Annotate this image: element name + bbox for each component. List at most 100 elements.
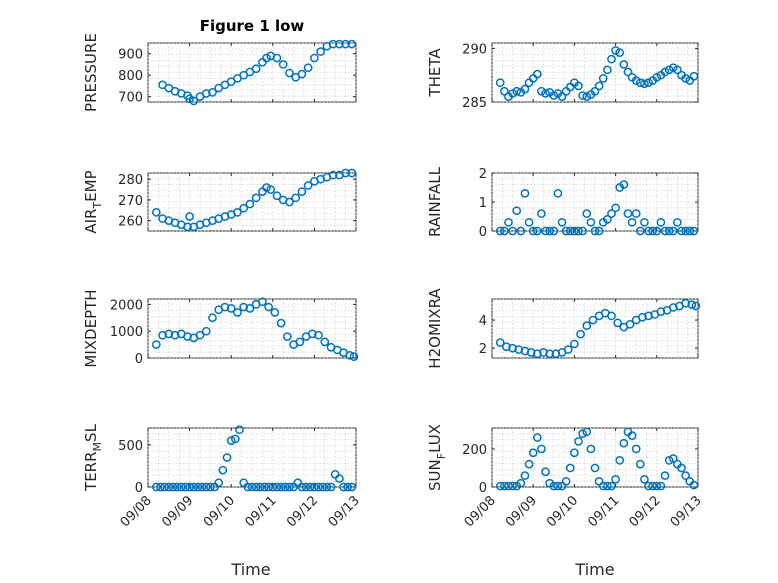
x-tick-label: 09/09 bbox=[503, 493, 540, 530]
y-axis-label: THETA bbox=[426, 48, 444, 98]
data-point bbox=[508, 481, 517, 491]
data-point bbox=[681, 226, 690, 236]
data-point bbox=[586, 444, 596, 454]
data-point bbox=[590, 226, 600, 236]
data-point bbox=[514, 345, 524, 354]
data-point bbox=[276, 482, 286, 492]
data-points bbox=[151, 425, 357, 492]
data-point bbox=[260, 482, 269, 492]
data-point bbox=[673, 65, 682, 75]
data-point bbox=[673, 217, 682, 227]
data-point bbox=[502, 342, 511, 352]
data-point bbox=[495, 226, 505, 236]
data-point bbox=[285, 197, 294, 207]
y-axis-label: SUNFLUX bbox=[426, 424, 448, 491]
data-point bbox=[195, 330, 205, 340]
data-point bbox=[500, 481, 509, 491]
data-point bbox=[578, 429, 587, 439]
data-point bbox=[258, 297, 267, 307]
data-point bbox=[297, 187, 307, 196]
x-tick-label: 09/08 bbox=[118, 493, 155, 530]
data-point bbox=[607, 209, 616, 218]
data-points bbox=[151, 168, 357, 232]
data-point bbox=[574, 436, 583, 446]
data-point bbox=[520, 471, 530, 480]
data-point bbox=[660, 67, 670, 77]
data-point bbox=[627, 431, 637, 440]
data-point bbox=[239, 203, 249, 213]
data-point bbox=[611, 46, 620, 55]
data-point bbox=[578, 226, 587, 236]
data-point bbox=[251, 64, 261, 74]
data-point bbox=[526, 348, 536, 357]
data-point bbox=[551, 349, 561, 359]
data-point bbox=[689, 480, 699, 490]
x-tick-label: 09/12 bbox=[627, 493, 664, 530]
data-point bbox=[508, 343, 517, 353]
data-point bbox=[516, 226, 526, 236]
data-point bbox=[272, 482, 282, 492]
y-tick-label: 500 bbox=[118, 439, 143, 454]
data-point bbox=[189, 96, 199, 106]
data-point bbox=[611, 475, 620, 484]
data-point bbox=[245, 199, 255, 209]
data-point bbox=[557, 217, 567, 227]
y-axis-label: AIRTEMP bbox=[82, 170, 104, 233]
data-point bbox=[565, 226, 575, 236]
data-point bbox=[590, 463, 600, 473]
data-point bbox=[343, 482, 353, 492]
data-point bbox=[685, 226, 695, 236]
data-point bbox=[168, 482, 178, 492]
data-point bbox=[652, 72, 662, 82]
data-point bbox=[648, 226, 658, 236]
data-point bbox=[245, 304, 255, 313]
data-point bbox=[664, 226, 674, 236]
y-axis-label-main: RAINFALL bbox=[426, 166, 444, 237]
y-axis-label-rest: SL bbox=[82, 423, 100, 442]
data-point bbox=[627, 217, 637, 227]
data-point bbox=[524, 217, 534, 227]
data-point bbox=[644, 311, 653, 321]
data-point bbox=[272, 53, 282, 63]
data-point bbox=[341, 39, 350, 49]
data-point bbox=[339, 482, 348, 492]
data-point bbox=[335, 39, 344, 49]
subplot-sun-flux: 09/08 09/09 09/10 09/11 09/12 09/13 0 200 SUNFLU… bbox=[426, 424, 705, 530]
y-axis-label: PRESSURE bbox=[82, 33, 100, 112]
y-tick-label: 270 bbox=[118, 194, 143, 209]
data-point bbox=[615, 48, 625, 58]
data-point bbox=[541, 89, 550, 98]
data-point bbox=[268, 482, 278, 492]
data-point bbox=[619, 180, 629, 189]
data-point bbox=[297, 69, 307, 79]
data-point bbox=[668, 454, 678, 463]
x-axis-label-left: Time bbox=[230, 560, 270, 579]
data-point bbox=[528, 448, 538, 458]
data-point bbox=[553, 481, 563, 491]
y-tick-label: 0 bbox=[135, 352, 143, 367]
data-point bbox=[310, 53, 319, 63]
data-point bbox=[183, 222, 192, 232]
data-point bbox=[193, 482, 203, 492]
data-point bbox=[635, 78, 645, 88]
y-tick-label: 1 bbox=[479, 196, 487, 211]
data-point bbox=[660, 471, 670, 480]
y-tick-label: 260 bbox=[118, 215, 143, 230]
data-point bbox=[603, 215, 612, 224]
data-point bbox=[500, 226, 509, 236]
data-point bbox=[520, 84, 530, 94]
data-point bbox=[291, 193, 301, 203]
data-point bbox=[151, 208, 161, 217]
data-point bbox=[151, 482, 161, 492]
x-axis-label-right: Time bbox=[574, 560, 614, 579]
data-point bbox=[185, 94, 194, 104]
y-tick-label: 2000 bbox=[110, 298, 143, 313]
y-axis-label: TERRMSL bbox=[82, 423, 104, 492]
data-point bbox=[660, 226, 670, 236]
data-point bbox=[631, 444, 641, 454]
x-tick-label: 09/10 bbox=[544, 493, 581, 530]
data-point bbox=[563, 345, 573, 354]
data-point bbox=[349, 352, 359, 362]
data-point bbox=[603, 65, 612, 75]
data-point bbox=[347, 39, 357, 49]
